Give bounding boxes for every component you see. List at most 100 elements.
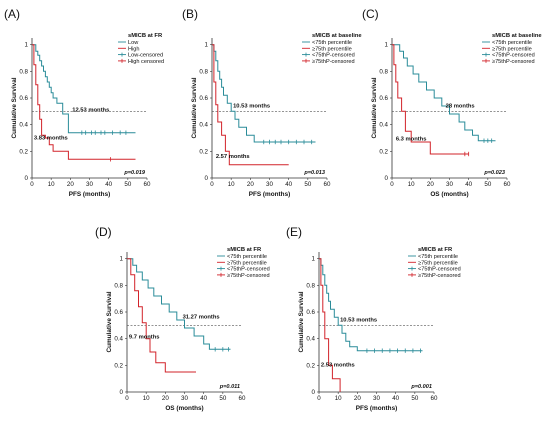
x-tick-label: 10 [143,395,150,402]
p-value: p=0.011 [219,384,240,390]
x-tick-label: 50 [484,181,491,188]
legend: sMICB at baseline<75th percentile≥75th p… [482,33,542,65]
legend-entry: <75thP-censored [492,53,535,59]
legend: sMICB at FR<75th percentile≥75th percent… [217,247,270,279]
km-curve-red [392,44,469,155]
median-annotation: 12.53 months [72,107,109,113]
y-tick-label: 0.2 [199,148,208,155]
x-axis-title: PFS (months) [69,191,111,198]
y-tick-label: 0.2 [114,362,123,369]
x-axis-title: OS (months) [165,405,203,412]
x-tick-label: 60 [504,181,511,188]
median-annotation: 31.27 months [183,315,220,321]
y-tick-label: 0.8 [19,68,28,75]
km-panel-2: (B) 0 10 20 30 40 50 60 0 0.2 0.4 0.6 0.8 1 PFS (month… [182,7,362,198]
y-tick-label: 0.6 [199,95,208,102]
legend-entry: <75thP-censored [227,267,270,273]
x-tick-label: 40 [285,181,292,188]
legend-entry: ≥75th percentile [312,46,352,52]
legend-entry: <75th percentile [227,254,267,260]
y-tick-label: 0 [120,389,124,396]
y-tick-label: 0.6 [114,309,123,316]
p-value: p=0.013 [303,170,326,176]
median-annotation: 3.83 months [34,135,68,141]
y-tick-label: 0.4 [19,122,28,129]
km-curve-teal [212,44,316,143]
y-tick-label: 0 [205,175,209,182]
legend-entry: ≥75thP-censored [418,273,461,279]
legend-title: sMICB at FR [128,33,163,39]
p-value: p=0.001 [410,384,432,390]
x-tick-label: 60 [431,395,438,402]
legend: sMICB at FR<75th percentile≥75th percent… [408,247,461,279]
km-curve-teal [319,258,423,352]
legend-entry: ≥75thP-censored [492,59,535,65]
median-annotation: 2.53 months [321,363,355,369]
y-tick-label: 1 [205,42,209,49]
x-tick-label: 50 [304,181,311,188]
y-tick-label: 0.2 [306,362,315,369]
legend-entry: High censored [128,59,164,65]
y-tick-label: 0.4 [114,336,123,343]
y-tick-label: 0.6 [379,95,388,102]
x-tick-label: 30 [446,181,453,188]
x-tick-label: 0 [210,181,214,188]
km-curve-teal [127,258,231,350]
x-tick-label: 0 [390,181,394,188]
x-tick-label: 20 [67,181,74,188]
y-axis-title: Cumulative Survival [106,291,113,352]
median-annotation: 10.53 months [340,317,377,323]
y-tick-label: 0 [312,389,316,396]
legend-entry: <75th percentile [312,40,352,46]
legend: sMICB at baseline<75th percentile≥75th p… [302,33,362,65]
km-curve-red [32,44,136,160]
x-tick-label: 50 [124,181,131,188]
y-tick-label: 0.6 [306,309,315,316]
legend-entry: ≥75th percentile [492,46,532,52]
x-tick-label: 0 [317,395,321,402]
x-tick-label: 0 [30,181,34,188]
x-tick-label: 10 [408,181,415,188]
legend-title: sMICB at FR [418,247,453,253]
legend-entry: <75th percentile [492,40,532,46]
x-tick-label: 40 [465,181,472,188]
km-curve-teal [32,44,136,134]
legend-title: sMICB at baseline [492,33,542,39]
y-tick-label: 1 [385,42,389,49]
x-tick-label: 20 [247,181,254,188]
median-annotation: 28 months [446,103,475,109]
km-panel-3: (C) 0 10 20 30 40 50 60 0 0.2 0.4 0.6 0.8 1 OS (months… [362,7,542,198]
legend-entry: <75thP-censored [312,53,355,59]
legend-title: sMICB at baseline [312,33,362,39]
legend-entry: ≥75th percentile [227,260,267,266]
panel-label: (B) [182,7,198,21]
x-axis-title: OS (months) [430,191,468,198]
median-annotation: 6.3 months [396,137,427,143]
x-tick-label: 30 [181,395,188,402]
median-annotation: 10.53 months [233,103,270,109]
x-tick-label: 10 [228,181,235,188]
x-tick-label: 60 [144,181,151,188]
x-tick-label: 20 [354,395,361,402]
x-tick-label: 50 [411,395,418,402]
legend-entry: <75thP-censored [418,267,461,273]
km-panel-1: (A) 0 10 20 30 40 50 60 0 0.2 0.4 0.6 0.8 1 PFS (month… [4,7,164,198]
legend-entry: High [128,46,140,52]
median-annotation: 9.7 months [129,335,160,341]
x-tick-label: 40 [392,395,399,402]
legend-entry: Low [128,40,139,46]
km-curve-red [319,258,341,392]
y-tick-label: 0.8 [114,282,123,289]
km-panel-5: (E) 0 10 20 30 40 50 60 0 0.2 0.4 0.6 0.8 1 PFS (month… [286,225,461,412]
x-tick-label: 60 [239,395,246,402]
y-axis-title: Cumulative Survival [11,77,18,138]
y-tick-label: 1 [120,256,124,263]
p-value: p=0.023 [483,170,506,176]
median-annotation: 2.57 months [216,154,250,160]
x-tick-label: 10 [335,395,342,402]
y-tick-label: 1 [312,256,316,263]
y-axis-title: Cumulative Survival [298,291,305,352]
x-tick-label: 10 [48,181,55,188]
